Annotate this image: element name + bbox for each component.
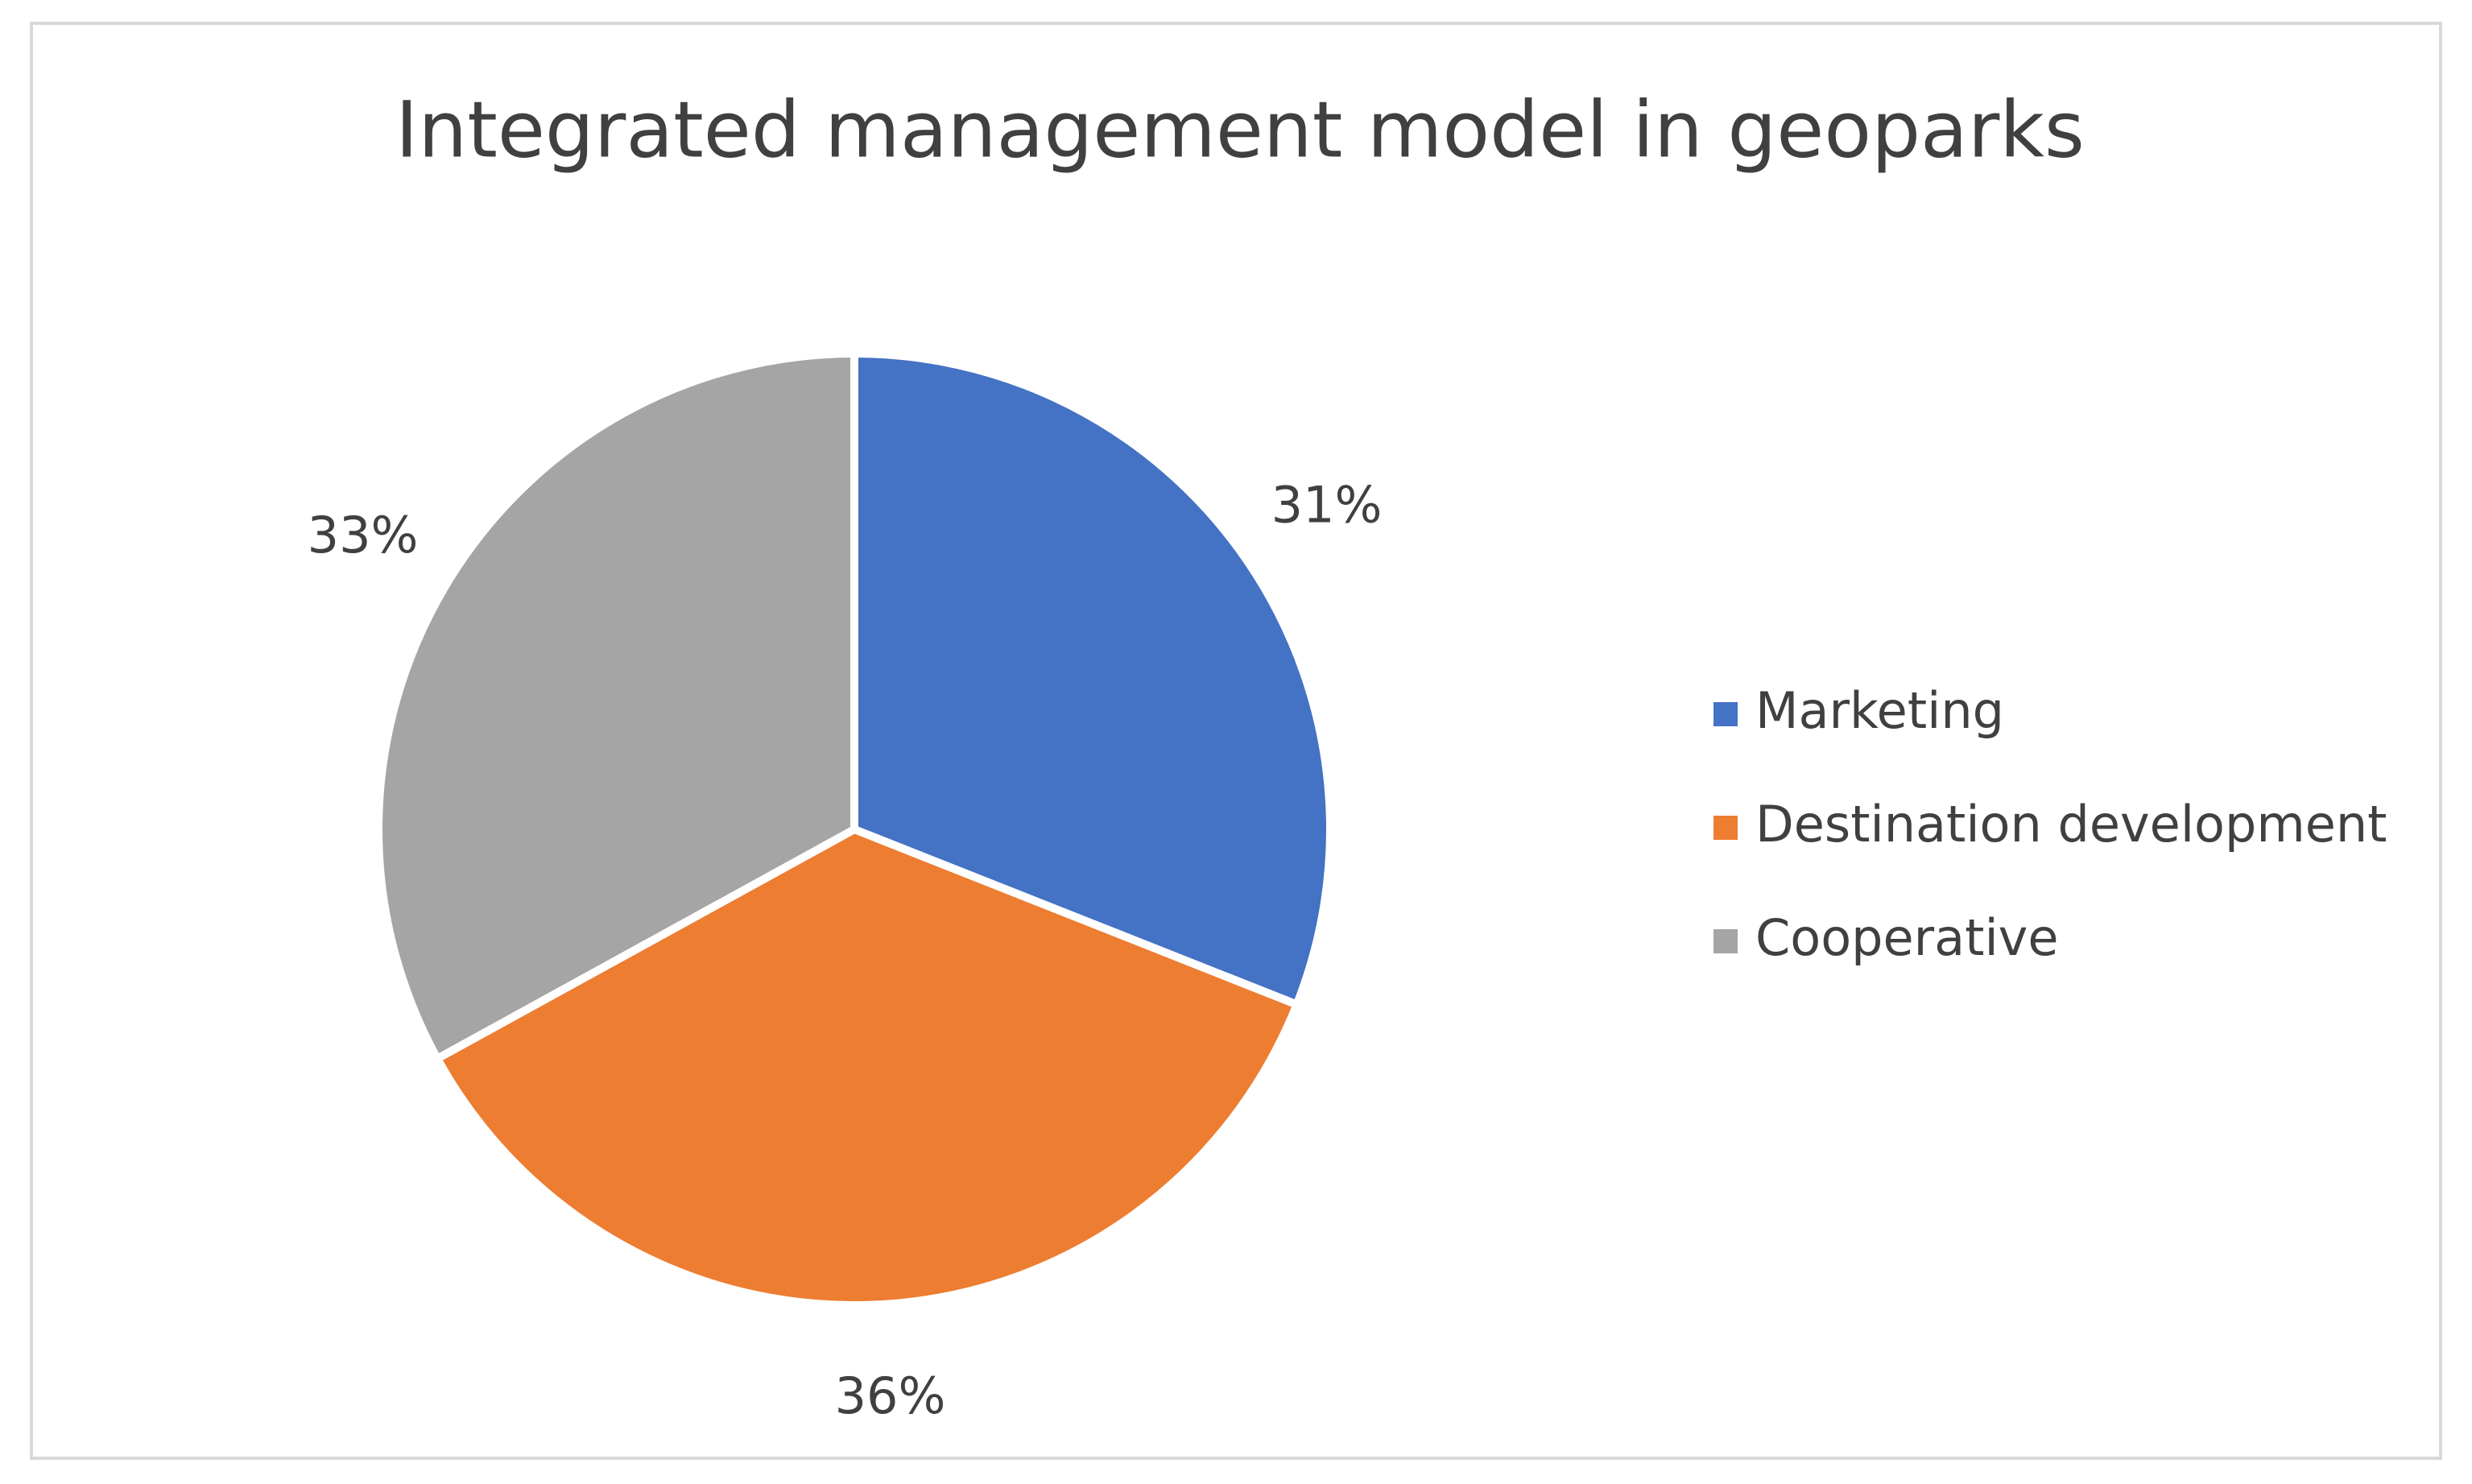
legend-swatch xyxy=(1713,702,1738,726)
pie-slice xyxy=(850,349,1335,1009)
legend-swatch xyxy=(1713,816,1738,840)
legend-label: Destination development xyxy=(1755,795,2387,854)
legend-swatch xyxy=(1713,929,1738,953)
legend-label: Cooperative xyxy=(1755,908,2059,967)
data-label: 31% xyxy=(1271,475,1383,534)
pie-slice xyxy=(374,349,858,1063)
chart-title: Integrated management model in geoparks xyxy=(395,85,2085,175)
data-label: 36% xyxy=(835,1366,946,1425)
data-label: 33% xyxy=(308,506,419,564)
pie-slice xyxy=(433,825,1301,1309)
legend-label: Marketing xyxy=(1755,681,2004,740)
